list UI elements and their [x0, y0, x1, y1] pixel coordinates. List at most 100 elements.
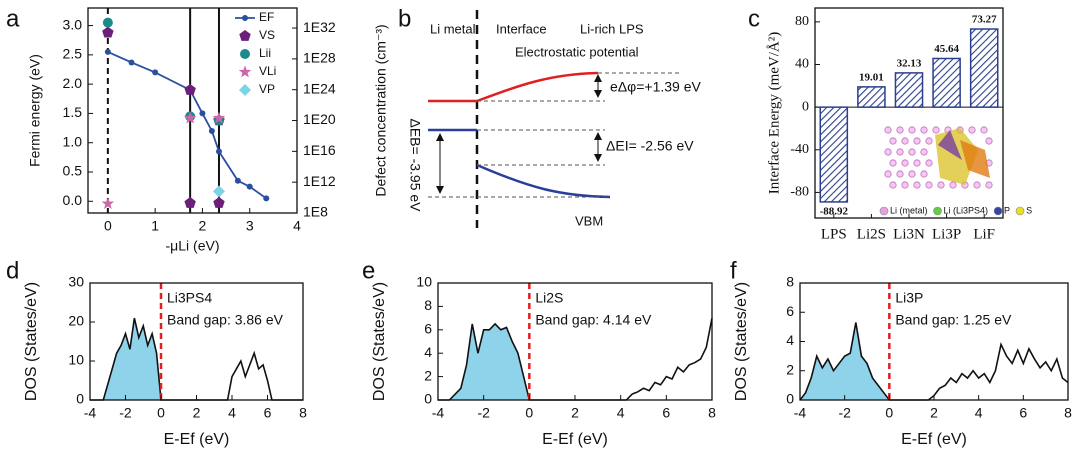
- y-tick-label: 1.0: [63, 133, 83, 149]
- x-tick-label: 4: [228, 405, 236, 421]
- annotation: Band gap: 1.25 eV: [895, 312, 1012, 328]
- dos-chart: -4 -2 0 2 4 6 8 0 10 20 30 E-Ef (eV) DOS (States/eV)…: [23, 274, 307, 449]
- atom: [901, 159, 909, 167]
- x-tick-label: 6: [662, 405, 670, 421]
- legend-swatch: [239, 30, 251, 41]
- marker: [263, 195, 270, 202]
- polyhedron: [960, 140, 990, 178]
- dos-chart: -4 -2 0 2 4 6 8 0 2 4 6 8 10 E-Ef (eV) DOS (States/eV)…: [371, 274, 716, 449]
- label: Li-rich LPS: [580, 21, 644, 36]
- x-axis-label: E-Ef (eV): [542, 431, 608, 448]
- y-tick-label: 80: [795, 14, 809, 29]
- bar: [857, 86, 886, 108]
- polyhedron: [938, 130, 962, 160]
- x-tick-label: 2: [193, 405, 201, 421]
- y-tick-label: 10: [416, 274, 432, 290]
- x-axis-label: E-Ef (eV): [164, 431, 230, 448]
- label: eΔφ=+1.39 eV: [610, 79, 701, 95]
- label: Interface: [496, 21, 547, 36]
- marker: [208, 128, 215, 134]
- x-tick-label: 0: [157, 405, 165, 421]
- legend-swatch: [239, 84, 251, 96]
- occupied-area: [800, 322, 890, 400]
- y-tick-label: 2.0: [63, 75, 83, 91]
- x-tick-label: -2: [119, 405, 132, 421]
- legend-swatch: [879, 206, 889, 216]
- y-tick-label: 2: [424, 367, 432, 383]
- plot-frame: [87, 7, 298, 214]
- panel-letter: d: [6, 257, 19, 284]
- chart-a: 0 1 2 3 4 0.0 0.5 1.0 1.5 2.0 2.5 3.0 1E8 1E12 1E16 1E2…: [27, 7, 389, 254]
- atom: [913, 137, 921, 145]
- annotation: Band gap: 4.14 eV: [535, 312, 652, 328]
- atom: [932, 126, 940, 134]
- y-axis-label: Fermi energy (eV): [27, 54, 43, 167]
- annotation: Band gap: 3.86 eV: [167, 312, 284, 328]
- data-line: [107, 51, 267, 200]
- y-tick-label: 2: [786, 361, 794, 377]
- atom: [985, 181, 993, 189]
- x-axis-label: E-Ef (eV): [901, 431, 967, 448]
- marker: [215, 148, 222, 155]
- chart-c: -80 -40 0 40 80 -88.92 LPS 19.01 Li2S 32.13 Li3N 45…: [766, 7, 1032, 242]
- y-tick-label: 8: [786, 274, 794, 290]
- atom: [901, 137, 909, 145]
- x-tick-label: LiF: [973, 226, 995, 242]
- annotation: Li2S: [535, 290, 563, 306]
- x-tick-label: 4: [975, 405, 983, 421]
- x-tick-label: 8: [299, 405, 307, 421]
- x-tick-label: 4: [617, 405, 625, 421]
- legend-label: VP: [259, 82, 275, 96]
- y2-tick-label: 1E12: [303, 173, 336, 189]
- y-tick-label: 2.5: [63, 46, 83, 62]
- y-tick-label: 40: [795, 57, 809, 72]
- y-axis-label: DOS (States/eV): [733, 282, 750, 401]
- y-tick-label: 8: [424, 297, 432, 313]
- y2-tick-label: 1E28: [303, 50, 336, 66]
- atom: [920, 148, 928, 156]
- atom: [889, 137, 897, 145]
- legend-swatch: [993, 206, 1003, 216]
- marker: [183, 111, 197, 124]
- atom: [985, 137, 993, 145]
- atom: [920, 170, 928, 178]
- x-tick-label: 3: [246, 218, 254, 234]
- atom: [908, 126, 916, 134]
- marker: [199, 110, 206, 117]
- label: VBM: [575, 213, 603, 228]
- label: ΔEB= -3.95 eV: [407, 118, 423, 212]
- occupied-area: [438, 323, 530, 400]
- y-tick-label: 3.0: [63, 16, 83, 32]
- potential-curve: [428, 71, 599, 103]
- atom: [884, 126, 892, 134]
- y2-tick-label: 1E16: [303, 142, 336, 158]
- x-tick-label: 6: [1019, 405, 1027, 421]
- x-axis-label: -μLi (eV): [166, 238, 220, 254]
- atom: [980, 126, 988, 134]
- x-tick-label: 6: [264, 405, 272, 421]
- atom: [920, 126, 928, 134]
- x-tick-label: Li3N: [893, 226, 925, 242]
- legend-swatch: [238, 65, 252, 78]
- marker: [128, 59, 135, 66]
- occupied-area: [90, 318, 161, 400]
- x-tick-label: 0: [885, 405, 893, 421]
- x-tick-label: 0: [525, 405, 533, 421]
- value-label: 32.13: [897, 57, 922, 69]
- marker: [246, 183, 253, 190]
- y-tick-label: 1.5: [63, 104, 83, 120]
- annotation: Li3PS4: [167, 290, 212, 306]
- marker: [102, 26, 114, 38]
- y-tick-label: 0.5: [63, 163, 83, 179]
- bar: [932, 57, 961, 108]
- y-tick-label: 10: [68, 352, 84, 368]
- y-tick-label: 4: [786, 332, 794, 348]
- value-label: 45.64: [934, 43, 959, 55]
- y2-tick-label: 1E20: [303, 111, 336, 127]
- atom: [925, 181, 933, 189]
- y-tick-label: -80: [790, 185, 809, 200]
- x-tick-label: 2: [571, 405, 579, 421]
- marker: [152, 69, 159, 76]
- legend-label: Li (metal): [890, 205, 928, 215]
